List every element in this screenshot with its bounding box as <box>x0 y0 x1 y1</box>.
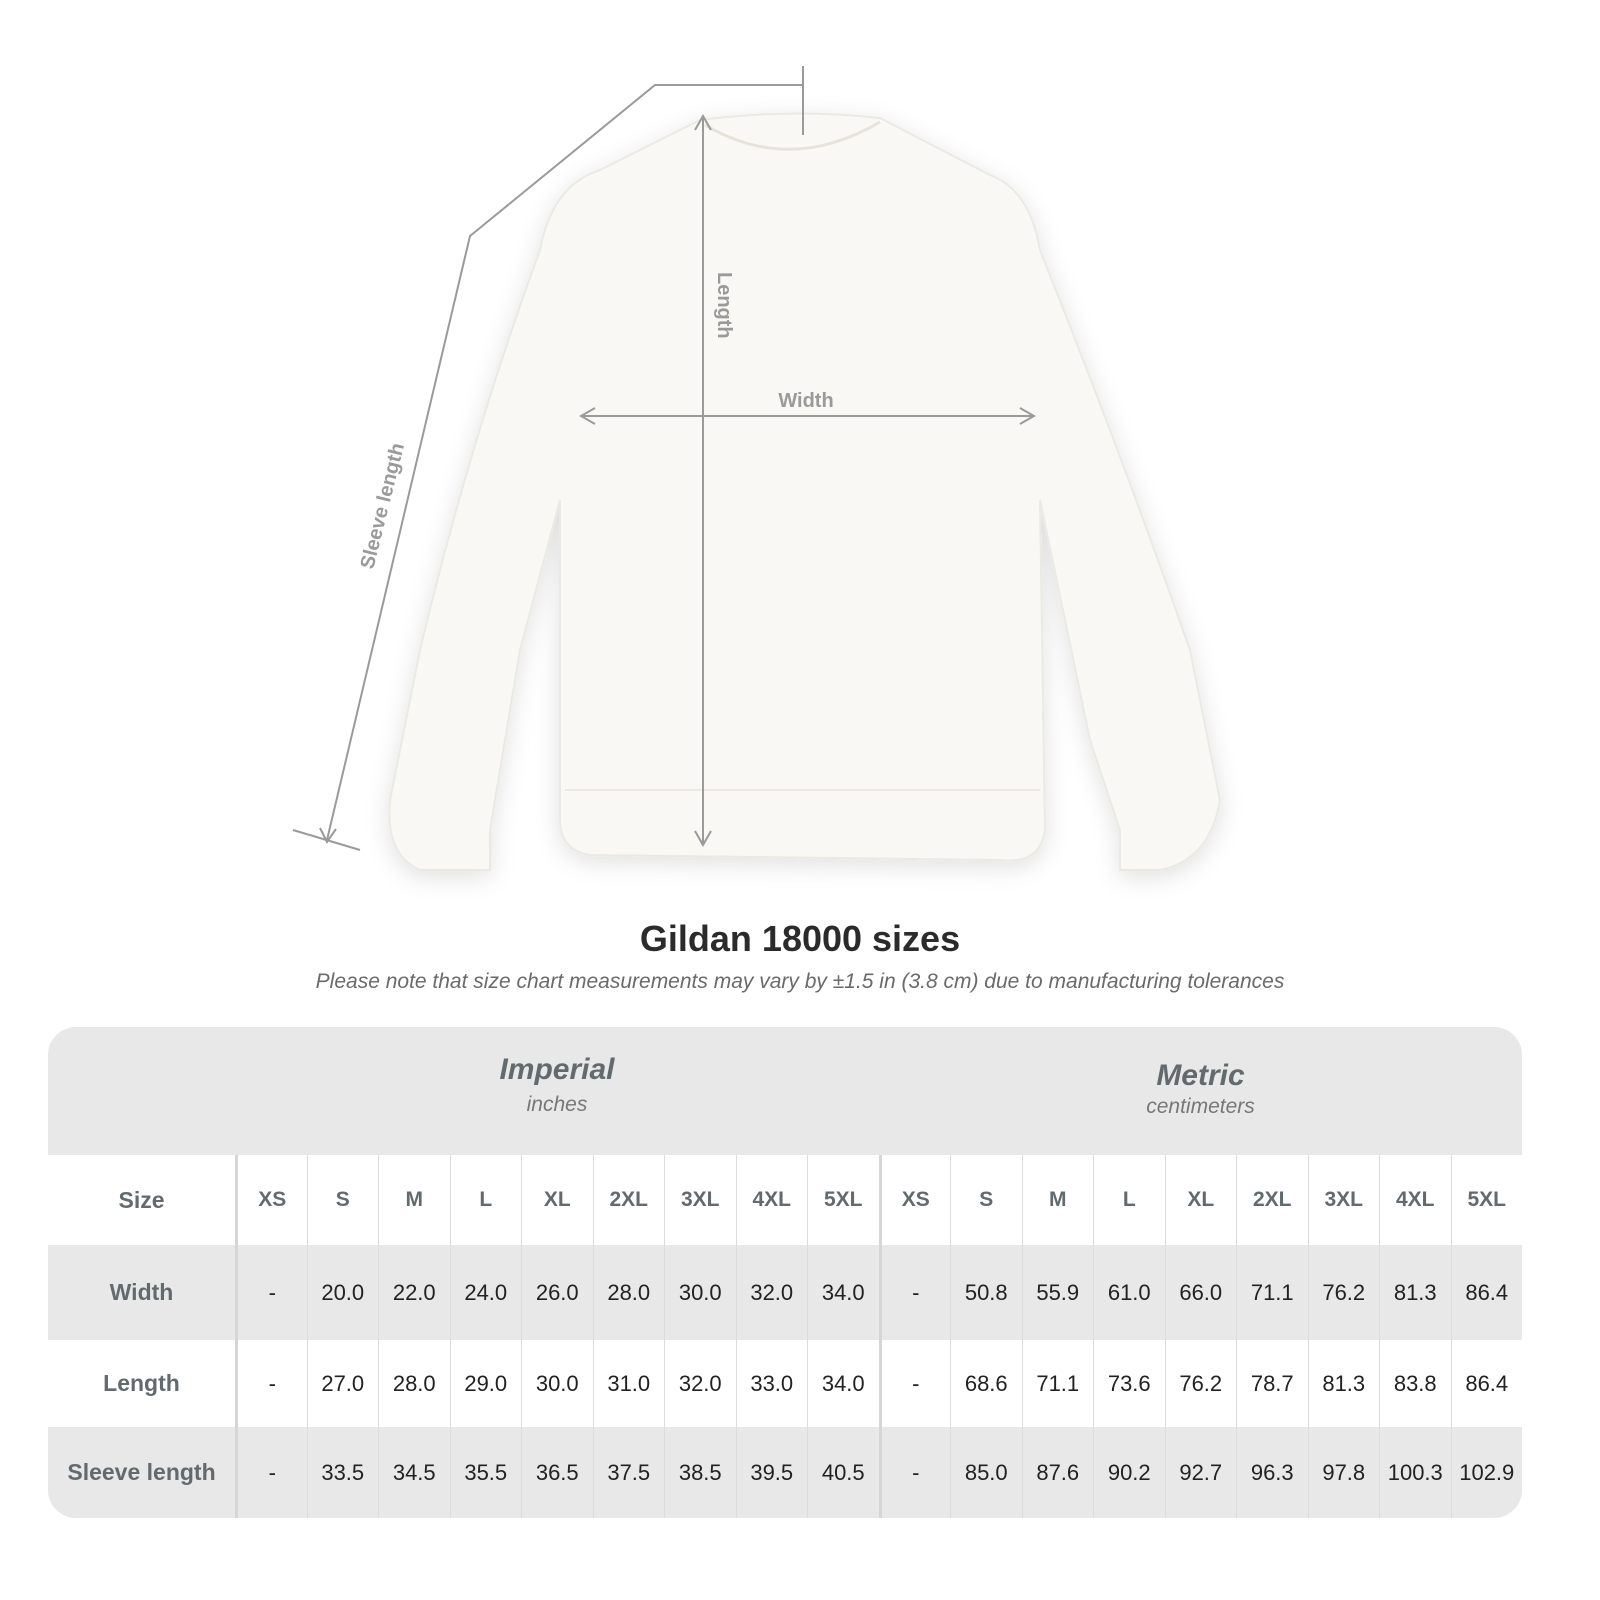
dimension-lines <box>292 66 1037 851</box>
value-cell-metric: - <box>878 1340 951 1427</box>
value-cell-imperial: 34.5 <box>378 1427 450 1518</box>
value-cell-imperial: 28.0 <box>378 1340 450 1427</box>
value-cell-metric: 81.3 <box>1379 1245 1451 1340</box>
size-header-imperial: 3XL <box>664 1155 736 1245</box>
value-cell-metric: 86.4 <box>1450 1340 1523 1427</box>
value-cell-imperial: 26.0 <box>521 1245 593 1340</box>
value-cell-imperial: 40.5 <box>807 1427 879 1518</box>
size-header-metric: 3XL <box>1307 1155 1380 1245</box>
value-cell-metric: 100.3 <box>1379 1427 1451 1518</box>
size-header-imperial: 2XL <box>592 1155 665 1245</box>
value-cell-metric: 78.7 <box>1236 1340 1308 1427</box>
sleeve-length-label: Sleeve length <box>357 441 410 571</box>
value-cell-imperial: 34.0 <box>807 1245 879 1340</box>
value-cell-metric: 55.9 <box>1021 1245 1094 1340</box>
size-header-metric: S <box>950 1155 1022 1245</box>
row-band <box>48 1245 1522 1340</box>
table-row: Width -20.0 22.0 24.0 26.0 28.0 30.0 32.0 34.0-5… <box>48 1245 1522 1340</box>
value-cell-imperial: 28.0 <box>592 1245 665 1340</box>
size-table: Imperial inches Metric centimeters Size X… <box>48 1027 1522 1518</box>
size-header-metric: M <box>1021 1155 1094 1245</box>
tolerance-note: Please note that size chart measurements… <box>315 970 1285 993</box>
size-header-imperial: XL <box>521 1155 593 1245</box>
value-cell-imperial: 30.0 <box>521 1340 593 1427</box>
length-label: Length <box>713 272 735 339</box>
metric-header: Metric centimeters <box>879 1027 1522 1155</box>
size-header-row: Size XS S M L XL 2XL 3XL 4XL 5XL XS S M L XL 2XL 3XL 4XL 5… <box>48 1155 1522 1245</box>
sweatshirt-illustration: Length Width Sleeve length <box>292 66 1222 871</box>
value-cell-metric: 102.9 <box>1450 1427 1523 1518</box>
value-cell-metric: 76.2 <box>1164 1340 1237 1427</box>
value-cell-metric: 61.0 <box>1093 1245 1165 1340</box>
value-cell-imperial: 32.0 <box>735 1245 808 1340</box>
value-cell-imperial: 38.5 <box>664 1427 736 1518</box>
size-header-imperial: L <box>449 1155 522 1245</box>
size-header-imperial: XS <box>235 1155 307 1245</box>
value-cell-metric: 96.3 <box>1236 1427 1308 1518</box>
value-cell-metric: 71.1 <box>1236 1245 1308 1340</box>
table-row: Sleeve length -33.5 34.5 35.5 36.5 37.5 38.5 39… <box>48 1427 1522 1518</box>
metric-title: Metric <box>1156 1059 1245 1092</box>
value-cell-imperial: 24.0 <box>449 1245 522 1340</box>
width-label: Width <box>778 390 833 412</box>
value-cell-imperial: 37.5 <box>592 1427 665 1518</box>
value-cell-imperial: 35.5 <box>449 1427 522 1518</box>
value-cell-imperial: 33.0 <box>735 1340 808 1427</box>
value-cell-imperial: - <box>235 1245 307 1340</box>
value-cell-imperial: 36.5 <box>521 1427 593 1518</box>
value-cell-metric: 71.1 <box>1021 1340 1094 1427</box>
value-cell-metric: 97.8 <box>1307 1427 1380 1518</box>
row-label: Size <box>118 1186 165 1213</box>
row-band <box>48 1427 1522 1518</box>
value-cell-imperial: 27.0 <box>306 1340 379 1427</box>
value-cell-imperial: 22.0 <box>378 1245 450 1340</box>
value-cell-metric: 87.6 <box>1021 1427 1094 1518</box>
value-cell-metric: 92.7 <box>1164 1427 1237 1518</box>
value-cell-metric: 66.0 <box>1164 1245 1237 1340</box>
page-title: Gildan 18000 sizes <box>639 918 961 959</box>
value-cell-imperial: - <box>235 1427 307 1518</box>
value-cell-metric: 85.0 <box>950 1427 1022 1518</box>
size-header-metric: XS <box>878 1155 951 1245</box>
value-cell-metric: 83.8 <box>1379 1340 1451 1427</box>
value-cell-imperial: 30.0 <box>664 1245 736 1340</box>
row-label: Length <box>103 1370 180 1396</box>
size-header-metric: L <box>1093 1155 1165 1245</box>
value-cell-imperial: 32.0 <box>664 1340 736 1427</box>
value-cell-imperial: 29.0 <box>449 1340 522 1427</box>
value-cell-imperial: - <box>235 1340 307 1427</box>
imperial-header: Imperial inches <box>235 1027 879 1155</box>
table-row: Length -27.0 28.0 29.0 30.0 31.0 32.0 33.0 34.0-… <box>48 1340 1522 1427</box>
header-band <box>48 1027 1522 1155</box>
value-cell-metric: 73.6 <box>1093 1340 1165 1427</box>
size-header-metric: 5XL <box>1450 1155 1523 1245</box>
imperial-title: Imperial <box>499 1053 615 1086</box>
size-header-metric: 4XL <box>1379 1155 1451 1245</box>
size-header-imperial: M <box>378 1155 450 1245</box>
value-cell-metric: 90.2 <box>1093 1427 1165 1518</box>
size-header-imperial: 4XL <box>735 1155 808 1245</box>
value-cell-imperial: 39.5 <box>735 1427 808 1518</box>
value-cell-metric: 50.8 <box>950 1245 1022 1340</box>
value-cell-metric: - <box>878 1427 951 1518</box>
value-cell-metric: - <box>878 1245 951 1340</box>
imperial-unit: inches <box>526 1093 588 1116</box>
value-cell-imperial: 31.0 <box>592 1340 665 1427</box>
row-label: Sleeve length <box>67 1459 216 1485</box>
size-header-metric: XL <box>1164 1155 1237 1245</box>
size-header-imperial: S <box>306 1155 379 1245</box>
value-cell-imperial: 34.0 <box>807 1340 879 1427</box>
size-header-imperial: 5XL <box>807 1155 879 1245</box>
sweatshirt-shape <box>388 112 1222 871</box>
size-header-metric: 2XL <box>1236 1155 1308 1245</box>
value-cell-metric: 76.2 <box>1307 1245 1380 1340</box>
value-cell-metric: 68.6 <box>950 1340 1022 1427</box>
value-cell-metric: 81.3 <box>1307 1340 1380 1427</box>
value-cell-imperial: 20.0 <box>306 1245 379 1340</box>
value-cell-metric: 86.4 <box>1450 1245 1523 1340</box>
metric-unit: centimeters <box>1146 1095 1255 1118</box>
value-cell-imperial: 33.5 <box>306 1427 379 1518</box>
row-label: Width <box>109 1279 174 1305</box>
